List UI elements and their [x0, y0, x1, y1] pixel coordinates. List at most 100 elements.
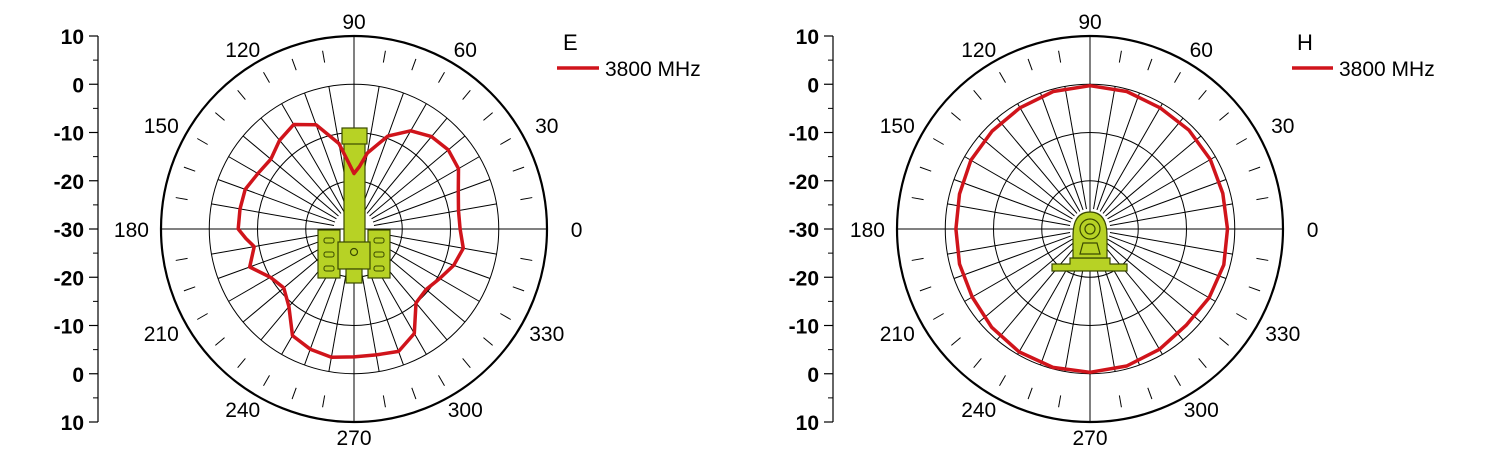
polar-spoke: [996, 244, 1078, 341]
e-plane-chart: 0 30 60 90 120 150 180 210 240 270 300 330 10 0 -10 -2…: [54, 11, 701, 450]
angle-label: 330: [1265, 323, 1300, 346]
polar-spoke: [1093, 86, 1116, 210]
e-plane-legend: E 3800 MHz: [557, 30, 701, 81]
polar-outer-tick: [1174, 71, 1181, 83]
h-plane-legend: H 3800 MHz: [1292, 30, 1435, 81]
angle-label: 120: [961, 39, 996, 62]
polar-outer-tick: [911, 257, 924, 261]
polar-spoke: [211, 232, 335, 255]
polar-outer-tick: [911, 197, 924, 201]
polar-spoke: [947, 203, 1071, 226]
polar-spoke: [1108, 179, 1227, 223]
angle-label: 150: [144, 115, 179, 138]
angle-label: 240: [225, 399, 260, 422]
polar-outer-tick: [438, 375, 445, 387]
angle-label: 60: [454, 39, 477, 62]
radial-axis-label: -20: [789, 267, 819, 290]
polar-outer-tick: [462, 90, 471, 100]
angle-label: 0: [571, 219, 583, 242]
angle-label: 330: [529, 323, 564, 346]
radial-axis-label: -30: [789, 219, 819, 242]
antenna-window: [1079, 242, 1101, 255]
polar-outer-tick: [175, 257, 188, 261]
polar-spoke: [1040, 92, 1084, 211]
polar-outer-tick: [183, 286, 196, 292]
antenna-slot: [323, 251, 335, 258]
polar-outer-tick: [1248, 166, 1261, 172]
angle-label: 240: [961, 399, 996, 422]
polar-outer-tick: [973, 358, 982, 368]
radial-axis-label: -10: [54, 316, 84, 339]
polar-outer-tick: [291, 58, 297, 71]
radial-axis-label: -10: [789, 123, 819, 146]
polar-outer-tick: [183, 166, 196, 172]
legend-series-name: 3800 MHz: [605, 58, 701, 81]
polar-spoke: [1102, 117, 1184, 214]
h-plane-spokes: [897, 36, 1283, 422]
polar-outer-tick: [322, 50, 326, 63]
polar-outer-tick: [1236, 138, 1248, 145]
polar-spoke: [366, 117, 448, 214]
polar-spoke: [964, 238, 1073, 302]
polar-outer-tick: [1147, 387, 1153, 400]
polar-spoke: [281, 103, 345, 212]
angle-label: 30: [535, 115, 558, 138]
angle-label: 300: [448, 399, 483, 422]
polar-outer-tick: [1198, 90, 1207, 100]
radial-axis-label: -10: [54, 123, 84, 146]
polar-outer-tick: [1219, 337, 1229, 346]
h-plane-antenna-drawing: [1051, 211, 1128, 272]
polar-outer-tick: [1256, 257, 1269, 261]
polar-spoke: [217, 235, 336, 279]
angle-label: 270: [1072, 427, 1107, 450]
e-plane-antenna-drawing: [317, 127, 391, 284]
polar-outer-tick: [951, 112, 961, 121]
polar-outer-tick: [291, 387, 297, 400]
polar-outer-tick: [999, 71, 1006, 83]
polar-spoke: [1017, 103, 1081, 212]
polar-spoke: [996, 117, 1078, 214]
h-plane-radial-axis: 10 0 -10 -20 -30 -20 -10 0 10: [789, 26, 834, 435]
angle-label: 210: [880, 323, 915, 346]
polar-spoke: [1109, 232, 1233, 255]
polar-outer-tick: [500, 313, 512, 320]
polar-outer-tick: [1219, 112, 1229, 121]
polar-outer-tick: [382, 395, 386, 408]
angle-label: 90: [1078, 11, 1101, 34]
radial-axis-label: 0: [72, 364, 84, 387]
polar-spoke: [953, 179, 1072, 223]
polar-spoke: [953, 235, 1072, 279]
polar-spoke: [242, 135, 339, 217]
polar-outer-tick: [483, 337, 493, 346]
polar-outer-tick: [520, 257, 533, 261]
polar-outer-tick: [411, 387, 417, 400]
polar-outer-tick: [1198, 358, 1207, 368]
polar-outer-tick: [1174, 375, 1181, 387]
radial-axis-label: 10: [61, 412, 84, 435]
polar-spoke: [371, 156, 480, 220]
series-line: [236, 122, 466, 360]
polar-outer-tick: [462, 358, 471, 368]
polar-outer-tick: [512, 166, 525, 172]
polar-spoke: [373, 203, 497, 226]
polar-spoke: [964, 156, 1073, 220]
polar-outer-tick: [1058, 50, 1062, 63]
polar-spoke: [1107, 238, 1216, 302]
radial-axis-label: 0: [807, 364, 819, 387]
polar-spoke: [1105, 241, 1202, 323]
polar-outer-tick: [1027, 58, 1033, 71]
polar-outer-tick: [263, 71, 270, 83]
polar-spoke: [372, 179, 491, 223]
radial-axis-label: 0: [807, 74, 819, 97]
polar-outer-tick: [999, 375, 1006, 387]
polar-spoke: [372, 235, 491, 279]
plane-label: E: [563, 30, 578, 55]
antenna-radome-inner: [1084, 223, 1096, 235]
antenna-screw: [349, 247, 359, 257]
polar-spoke: [1109, 203, 1233, 226]
polar-spoke: [1096, 92, 1140, 211]
polar-outer-tick: [500, 138, 512, 145]
polar-outer-tick: [483, 112, 493, 121]
polar-spoke: [260, 117, 342, 214]
